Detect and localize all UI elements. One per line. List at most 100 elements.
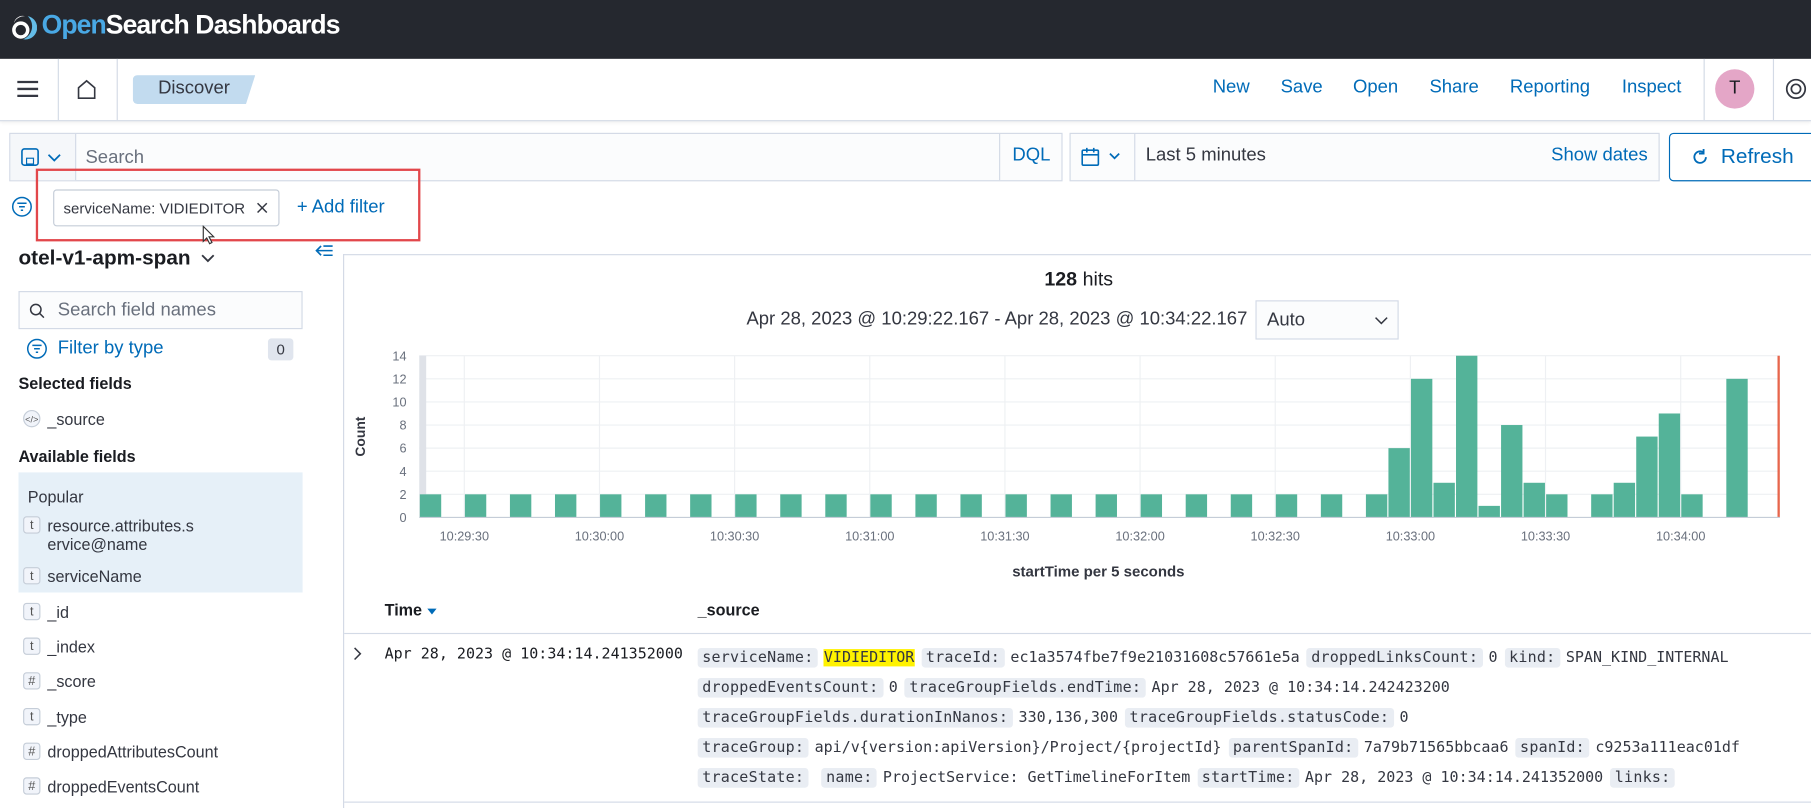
bar <box>419 494 442 518</box>
expand-row[interactable] <box>352 647 364 661</box>
bar <box>1501 425 1523 518</box>
source-field: traceGroupFields.statusCode: 0 <box>1124 707 1409 729</box>
field-row[interactable]: t _type <box>23 707 289 727</box>
collapse-sidebar[interactable] <box>314 243 335 261</box>
field-name: _score <box>47 672 96 692</box>
nav-link[interactable]: Open <box>1352 77 1399 98</box>
nav-link[interactable]: Share <box>1429 77 1479 98</box>
source-key: traceGroupFields.endTime: <box>904 677 1146 698</box>
breadcrumb[interactable]: Discover <box>158 78 230 99</box>
query-bar <box>9 132 1063 182</box>
filter-remove[interactable] <box>256 202 268 214</box>
bar <box>960 494 982 518</box>
bar <box>1726 378 1748 518</box>
hits-label: hits <box>1082 267 1114 290</box>
field-row[interactable]: # droppedEventsCount <box>23 777 289 796</box>
y-tick-label: 14 <box>392 349 406 363</box>
saved-query-button[interactable] <box>10 133 77 181</box>
field-row[interactable]: # droppedAttributesCount <box>23 742 289 761</box>
interval-select[interactable]: Auto <box>1255 300 1399 340</box>
home-button[interactable] <box>76 79 97 100</box>
source-key: parentSpanId: <box>1228 738 1359 758</box>
column-header[interactable]: Time <box>385 601 439 619</box>
index-dropdown[interactable] <box>200 252 216 266</box>
bar <box>1478 505 1500 518</box>
field-row[interactable]: t resource.attributes.service@name <box>23 516 196 553</box>
query-language[interactable]: DQL <box>1012 145 1051 166</box>
bar <box>464 494 487 518</box>
field-type-icon: t <box>23 602 41 621</box>
x-tick-label: 10:30:00 <box>575 530 624 544</box>
bar <box>1140 494 1163 518</box>
bar <box>1275 494 1298 518</box>
bar <box>509 494 532 518</box>
column-header: _source <box>697 600 760 620</box>
source-value: ProjectService: GetTimelineForItem <box>882 769 1191 787</box>
refresh-icon <box>1693 148 1707 164</box>
separator <box>999 133 1001 181</box>
menu-button[interactable] <box>16 79 39 100</box>
help-button[interactable] <box>1785 78 1807 100</box>
filter-menu-icon[interactable] <box>11 196 35 219</box>
bar <box>1185 494 1208 518</box>
bar <box>1050 494 1072 518</box>
bar <box>1410 378 1433 518</box>
source-field: traceGroupFields.durationInNanos: 330,136… <box>697 707 1118 729</box>
source-value: 7a79b71565bbcaa6 <box>1363 739 1509 757</box>
field-type-icon: # <box>23 777 41 795</box>
interval-value: Auto <box>1267 310 1306 331</box>
source-key: traceState: <box>697 768 809 788</box>
search-input[interactable]: Search <box>85 147 145 168</box>
filter-pill[interactable]: serviceName: VIDIEDITOR <box>53 189 280 227</box>
field-row[interactable]: t serviceName <box>23 567 196 586</box>
source-field: traceState: <box>697 767 815 789</box>
row-source: serviceName: VIDIEDITOR traceId: ec1a3574fb… <box>697 647 1807 790</box>
mouse-cursor <box>202 225 216 245</box>
index-pattern[interactable]: otel-v1-apm-span <box>18 246 191 270</box>
field-row[interactable]: t _index <box>23 637 289 656</box>
show-dates[interactable]: Show dates <box>1551 145 1648 166</box>
filter-count: 0 <box>267 338 294 361</box>
bar <box>600 494 622 518</box>
field-row[interactable]: t _id <box>23 602 289 621</box>
field-row[interactable]: </> _source <box>23 410 289 428</box>
source-key: traceGroup: <box>697 738 809 758</box>
nav-link[interactable]: New <box>1212 77 1250 98</box>
brand[interactable]: OpenSearch Dashboards <box>42 9 341 40</box>
calendar-button[interactable] <box>1081 147 1127 168</box>
refresh-button[interactable]: Refresh <box>1668 132 1811 182</box>
field-search[interactable]: Search field names <box>18 291 303 330</box>
column-time: Time <box>384 600 423 620</box>
field-row[interactable]: # _score <box>23 672 289 692</box>
source-value: api/v{version:apiVersion}/Project/{proje… <box>814 739 1222 757</box>
avatar[interactable]: T <box>1715 69 1755 109</box>
field-name: _type <box>47 707 87 727</box>
field-type-icon: </> <box>23 410 41 428</box>
x-tick-label: 10:30:30 <box>710 530 759 544</box>
bar <box>1456 355 1478 518</box>
filter-by-type[interactable]: Filter by type <box>57 338 164 359</box>
row-time: Apr 28, 2023 @ 10:34:14.241352000 <box>384 645 683 663</box>
nav-link[interactable]: Inspect <box>1621 77 1682 98</box>
filter-pill-label: serviceName: VIDIEDITOR <box>63 199 246 218</box>
bar <box>1658 413 1681 518</box>
add-filter[interactable]: + Add filter <box>296 197 385 218</box>
bar <box>1005 494 1027 518</box>
y-tick-label: 12 <box>392 372 406 386</box>
bar <box>554 494 577 518</box>
source-field: parentSpanId: 7a79b71565bbcaa6 <box>1228 737 1508 759</box>
source-value: VIDIEDITOR <box>823 649 915 667</box>
brand-rest: Search Dashboards <box>105 9 341 40</box>
nav-link[interactable]: Save <box>1280 77 1323 98</box>
source-value: 0 <box>1399 709 1409 727</box>
nav-bar: Discover New Save Open Share Reporting Inspec… <box>0 58 1811 122</box>
y-tick-label: 10 <box>392 396 406 410</box>
nav-link[interactable]: Reporting <box>1509 77 1591 98</box>
bar <box>870 494 892 518</box>
time-range[interactable]: Last 5 minutes <box>1145 145 1266 166</box>
source-field: traceGroup: api/v{version:apiVersion}/Pro… <box>697 737 1222 759</box>
x-tick-label: 10:29:30 <box>440 530 489 544</box>
y-axis-label: Count <box>352 416 368 456</box>
